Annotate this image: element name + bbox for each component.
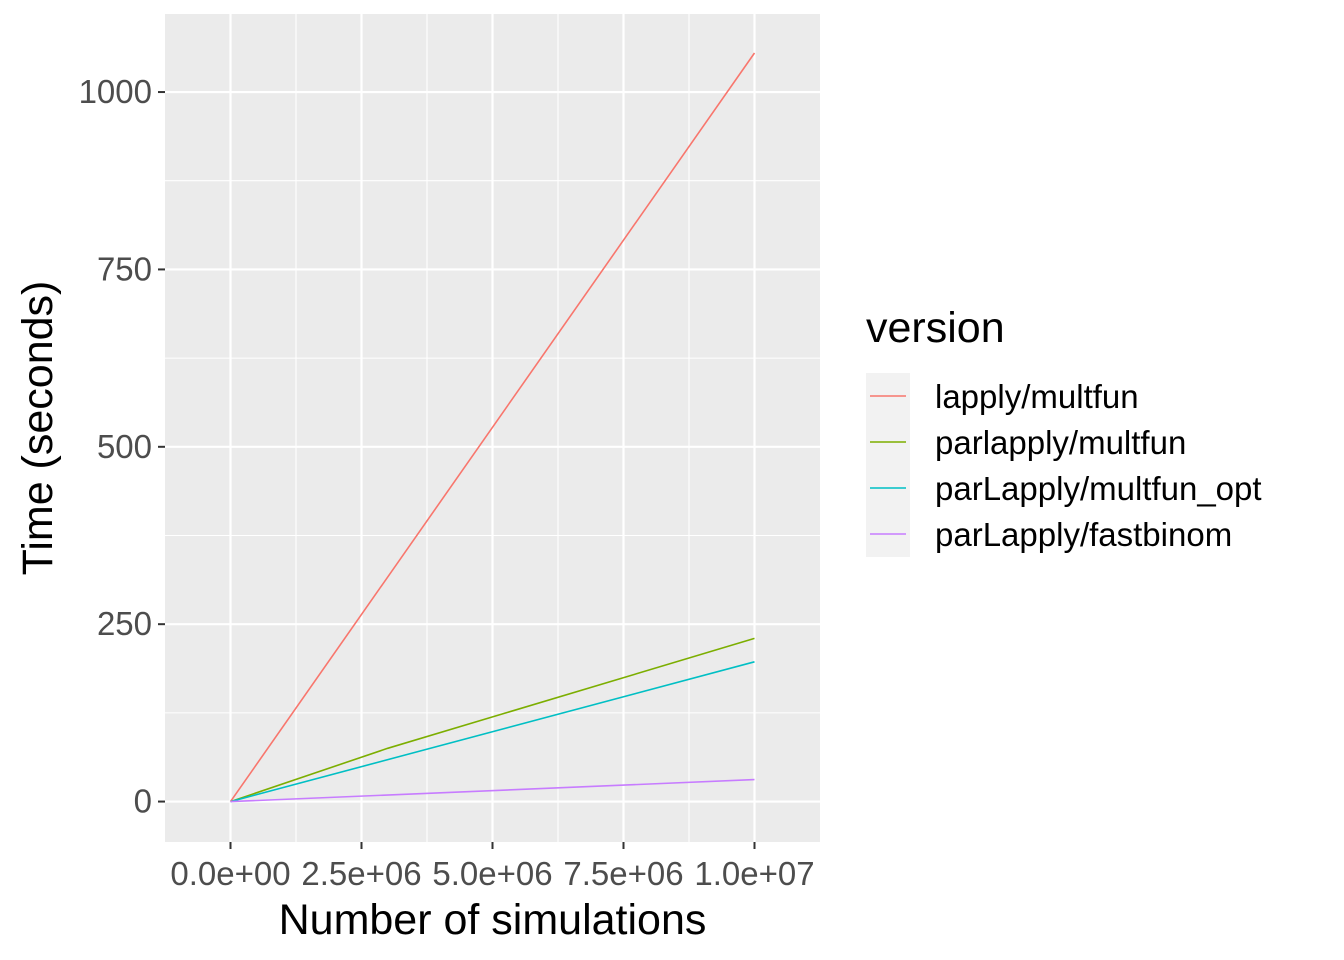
y-tick-label: 1000 [79, 73, 152, 110]
legend: version lapply/multfun parlapply/multfun p… [866, 304, 1262, 557]
series-line [230, 637, 755, 803]
legend-label: parLapply/fastbinom [935, 516, 1232, 553]
x-axis-title: Number of simulations [279, 896, 707, 944]
y-tick-label: 250 [97, 605, 152, 642]
series-lines [229, 52, 756, 803]
y-axis-title: Time (seconds) [14, 281, 62, 576]
y-axis-ticks: 0 250 500 750 1000 [79, 73, 165, 820]
series-line [229, 52, 756, 803]
series-line [230, 661, 755, 803]
x-tick-label: 5.0e+06 [432, 855, 552, 892]
x-tick-label: 7.5e+06 [563, 855, 683, 892]
x-axis-ticks: 0.0e+00 2.5e+06 5.0e+06 7.5e+06 1.0e+07 [170, 842, 815, 892]
x-tick-label: 2.5e+06 [301, 855, 421, 892]
y-tick-label: 0 [134, 783, 152, 820]
x-tick-label: 1.0e+07 [694, 855, 814, 892]
y-tick-label: 500 [97, 428, 152, 465]
legend-label: parlapply/multfun [935, 424, 1186, 461]
legend-label: parLapply/multfun_opt [935, 470, 1262, 507]
y-tick-label: 750 [97, 250, 152, 287]
legend-title: version [866, 304, 1005, 352]
x-tick-label: 0.0e+00 [170, 855, 290, 892]
legend-label: lapply/multfun [935, 378, 1139, 415]
series-line [230, 778, 755, 803]
